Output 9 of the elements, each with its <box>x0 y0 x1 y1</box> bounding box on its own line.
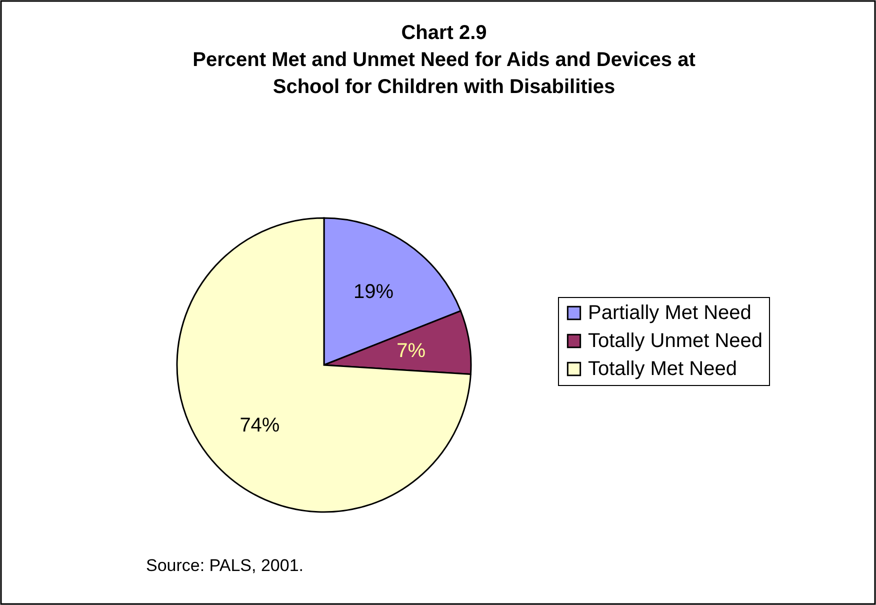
data-label: 74% <box>240 414 280 436</box>
source-note: Source: PALS, 2001. <box>146 556 304 575</box>
legend-label: Totally Unmet Need <box>588 330 763 352</box>
legend-label: Partially Met Need <box>588 302 752 324</box>
legend-label: Totally Met Need <box>588 358 737 380</box>
data-label: 7% <box>396 340 426 362</box>
chart-title: Chart 2.9 Percent Met and Unmet Need for Aids and Devices at School for Children with Disabilities <box>192 22 696 98</box>
data-label: 19% <box>354 281 394 304</box>
pie-slice <box>176 217 472 513</box>
